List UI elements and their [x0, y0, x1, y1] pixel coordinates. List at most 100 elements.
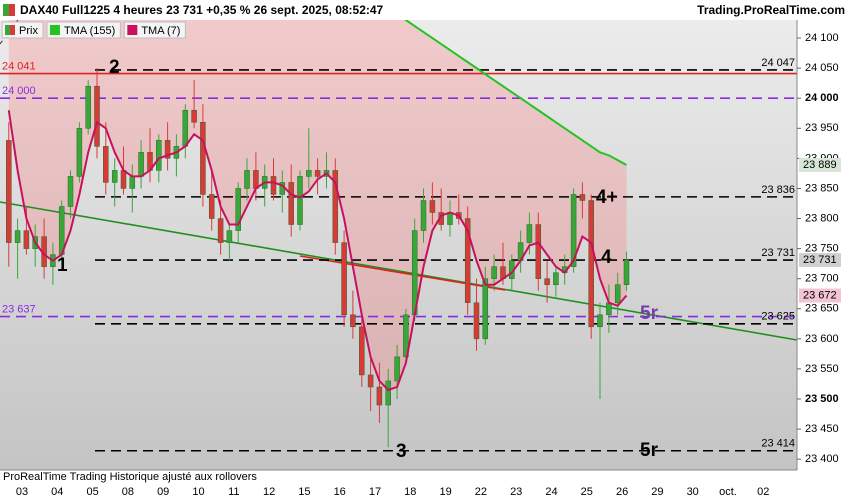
- candle-body: [297, 176, 303, 225]
- footer: ProRealTime Trading Historique ajusté au…: [3, 471, 257, 483]
- candle-body: [429, 200, 436, 213]
- x-tick-label: 03: [16, 486, 28, 498]
- x-tick-label: 25: [581, 486, 593, 498]
- legend-item: TMA (155): [46, 21, 121, 39]
- candle-body: [85, 85, 91, 129]
- legend-label: Prix: [19, 25, 38, 37]
- y-tick-label: 24 100: [805, 32, 839, 44]
- candle-body: [367, 374, 374, 388]
- y-tick-label: 23 550: [805, 363, 839, 375]
- candle-body: [482, 278, 489, 340]
- candle-body: [23, 230, 30, 249]
- annotation: 4+: [596, 187, 618, 208]
- candle-body: [376, 386, 383, 406]
- level-label: 23 625: [761, 311, 795, 323]
- candle-body: [420, 200, 427, 231]
- annotation: 4: [601, 247, 612, 268]
- x-tick-label: 22: [475, 486, 487, 498]
- candle-body: [588, 200, 594, 328]
- candle-body: [244, 170, 250, 189]
- candle-body: [182, 109, 189, 147]
- candle-body: [253, 170, 259, 189]
- level-label: 23 836: [761, 184, 795, 196]
- y-tick-label: 23 950: [805, 122, 839, 134]
- candle-body: [129, 176, 136, 189]
- legend-swatch: [10, 25, 15, 35]
- candle-body: [94, 85, 100, 147]
- candle-body: [200, 122, 206, 195]
- candle-body: [14, 230, 21, 243]
- x-tick-label: 12: [263, 486, 275, 498]
- x-tick-label: 30: [687, 486, 699, 498]
- plot-area: [0, 20, 797, 452]
- y-tick-label: 23 700: [805, 273, 839, 285]
- last-value-box: [799, 288, 841, 303]
- trend-line: [299, 255, 506, 291]
- y-tick-label: 23 800: [805, 212, 839, 224]
- candle-body: [67, 176, 74, 207]
- x-tick-label: 19: [439, 486, 451, 498]
- candle-body: [103, 146, 109, 183]
- y-tick-label: 24 050: [805, 62, 839, 74]
- candle-body: [191, 109, 197, 123]
- candle-body: [288, 182, 294, 225]
- candle-body: [623, 259, 630, 285]
- candle-body: [570, 194, 577, 267]
- level-label: 23 414: [761, 438, 795, 450]
- annotation: 2: [109, 57, 120, 78]
- candle-body: [235, 188, 241, 231]
- candle-body: [579, 194, 586, 201]
- series-line: [7, 110, 628, 392]
- annotation: 1: [57, 255, 68, 276]
- y-tick-label: 23 650: [805, 303, 839, 315]
- y-tick-label: 23 750: [805, 243, 839, 255]
- legend-label: TMA (7): [141, 25, 180, 37]
- source: Trading.ProRealTime.com: [697, 3, 845, 17]
- zone-fill: [8, 20, 627, 390]
- legend-swatch: [49, 25, 60, 35]
- candle-body: [226, 230, 233, 243]
- candle-body: [350, 314, 356, 328]
- x-tick-label: 04: [51, 486, 63, 498]
- x-tick-label: 29: [651, 486, 663, 498]
- candle-body: [208, 194, 215, 219]
- last-value-box: [799, 157, 841, 172]
- level-label: 24 000: [2, 85, 36, 97]
- candle-body: [164, 140, 171, 159]
- plot-background: [0, 20, 797, 470]
- chart-title: DAX40 Full1225 4 heures 23 731 +0,35 % 2…: [20, 3, 384, 17]
- candle-body: [341, 242, 347, 316]
- candle-body: [306, 170, 312, 177]
- candle-body: [217, 218, 224, 243]
- x-tick-label: 05: [86, 486, 98, 498]
- candle-body: [473, 302, 480, 340]
- candle-body: [394, 356, 400, 382]
- candle-body: [464, 218, 471, 304]
- candle-body: [359, 326, 365, 376]
- candle-body: [138, 152, 144, 177]
- candle-body: [403, 314, 409, 358]
- candle-body: [111, 170, 118, 183]
- candle-body: [535, 224, 542, 279]
- last-value-label: 23 889: [803, 159, 837, 171]
- level-label: 23 637: [2, 303, 36, 315]
- candle-body: [491, 266, 497, 279]
- candle-body: [156, 140, 162, 171]
- candle-body: [447, 212, 453, 225]
- y-tick-label: 23 500: [805, 393, 839, 405]
- annotation: 5r: [640, 440, 659, 461]
- level-label: 24 041: [2, 60, 36, 72]
- candle-body: [526, 224, 533, 243]
- x-tick-label: 26: [616, 486, 628, 498]
- x-tick-label: 08: [122, 486, 134, 498]
- legend-label: TMA (155): [64, 25, 115, 37]
- candle-body: [614, 284, 621, 304]
- x-tick-label: 11: [228, 486, 239, 498]
- title-icon-half: [9, 4, 15, 16]
- x-tick-label: 18: [404, 486, 416, 498]
- x-tick-label: 23: [510, 486, 522, 498]
- x-tick-label: 17: [369, 486, 381, 498]
- candle-body: [544, 278, 550, 285]
- y-tick-label: 23 600: [805, 333, 839, 345]
- series-line: [404, 20, 627, 166]
